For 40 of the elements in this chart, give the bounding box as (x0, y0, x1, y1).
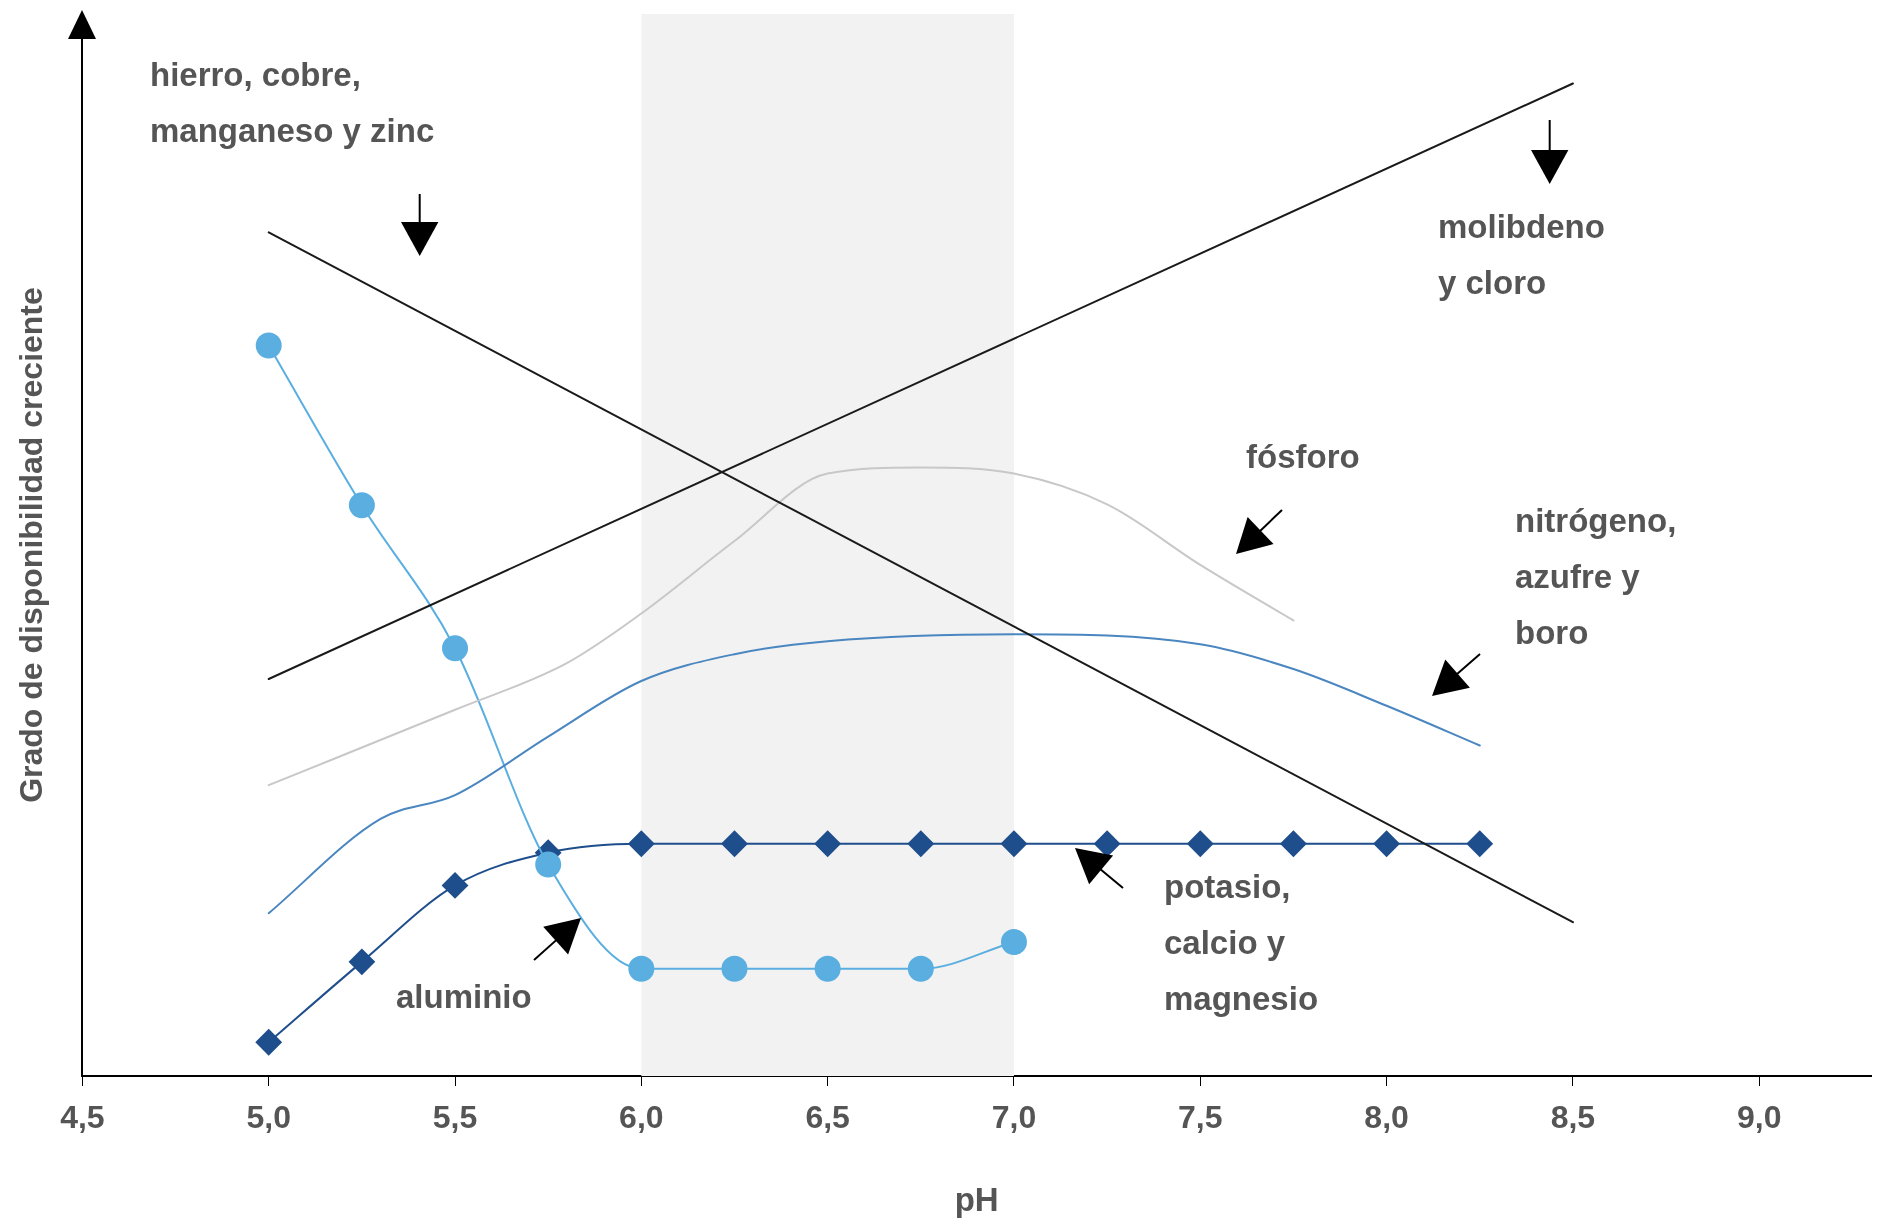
x-tick-label: 5,5 (432, 1099, 478, 1136)
point (1187, 830, 1214, 857)
annotation: aluminio (396, 977, 532, 1015)
x-tick-label: 6,0 (619, 1099, 664, 1136)
x-tick-label: 9,0 (1736, 1099, 1782, 1136)
x-tick-label: 7,5 (1178, 1099, 1223, 1136)
point (1466, 830, 1493, 857)
annotation: molibdeno y cloro (1438, 207, 1605, 301)
point (721, 955, 748, 982)
x-axis-title: pH (954, 1181, 999, 1219)
point (814, 830, 841, 857)
point (255, 1029, 282, 1056)
point (1000, 830, 1027, 857)
point (1094, 830, 1121, 857)
x-tick-label: 5,0 (246, 1099, 291, 1136)
x-tick-label: 4,5 (60, 1099, 105, 1136)
annotation: fósforo (1246, 437, 1360, 475)
x-tick-label: 7,0 (991, 1099, 1037, 1136)
point (535, 851, 562, 878)
annotation: nitrógeno, azufre y boro (1515, 501, 1677, 651)
point (442, 635, 469, 662)
point (907, 955, 934, 982)
y-axis-title: Grado de disponibilidad creciente (13, 287, 50, 803)
x-tick-label: 8,0 (1364, 1099, 1409, 1136)
point (907, 830, 934, 857)
annotation: hierro, cobre, manganeso y zinc (150, 55, 435, 149)
point (1000, 929, 1027, 956)
point (442, 872, 469, 899)
point (1280, 830, 1307, 857)
point (628, 955, 655, 982)
annotation: potasio, calcio y magnesio (1164, 867, 1319, 1017)
x-tick-label: 8,5 (1550, 1099, 1596, 1136)
point (348, 948, 375, 975)
point (721, 830, 748, 857)
point (1373, 830, 1400, 857)
point (255, 332, 282, 359)
point (814, 955, 841, 982)
point (628, 830, 655, 857)
x-tick-label: 6,5 (805, 1099, 850, 1136)
point (348, 492, 375, 519)
